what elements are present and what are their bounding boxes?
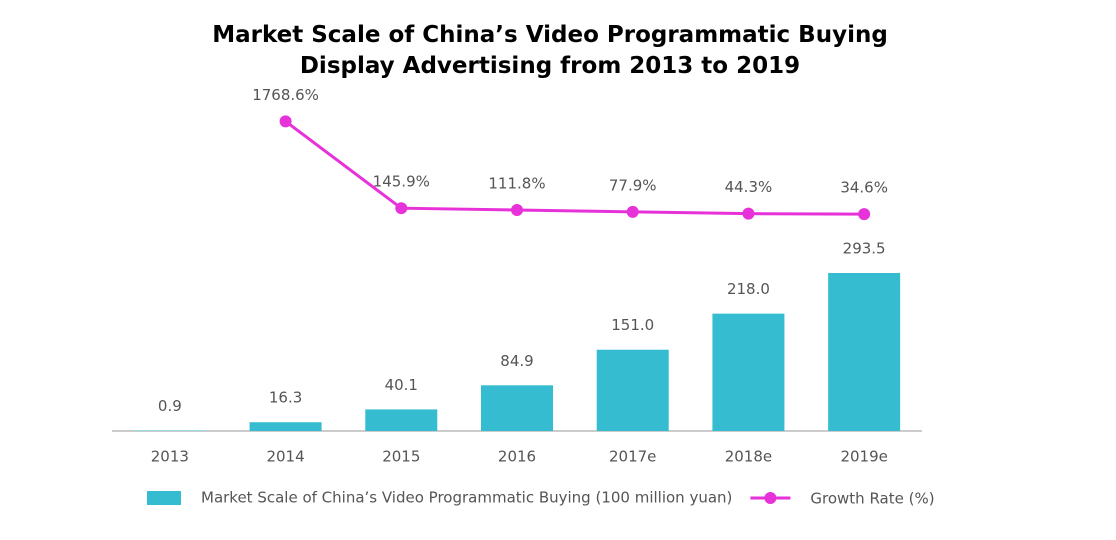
data-label: 77.9% (609, 176, 657, 194)
data-label: 44.3% (725, 178, 773, 196)
line-point (742, 207, 755, 220)
line-point (395, 202, 408, 215)
data-label: 34.6% (840, 179, 888, 197)
bar (712, 313, 785, 431)
x-tick-label: 2014 (266, 448, 304, 466)
data-label: 16.3 (269, 389, 302, 407)
bar (481, 385, 553, 431)
data-label: 151.0 (611, 316, 654, 334)
bar (249, 422, 322, 431)
line-point (511, 204, 523, 217)
data-label: 84.9 (500, 352, 533, 370)
bar (828, 272, 901, 431)
legend-label: Market Scale of China’s Video Programmat… (201, 489, 732, 507)
data-label: 0.9 (158, 397, 182, 415)
x-tick-label: 2013 (151, 448, 189, 466)
bar (596, 349, 669, 431)
bar (365, 409, 438, 431)
x-tick-label: 2017e (609, 448, 656, 466)
x-tick-label: 2015 (382, 448, 420, 466)
chart-title: Market Scale of China’s Video Programmat… (212, 22, 888, 79)
data-label: 145.9% (373, 173, 430, 191)
line-point (626, 205, 639, 218)
data-label: 293.5 (843, 239, 886, 257)
data-label: 40.1 (385, 376, 418, 394)
data-label: 111.8% (488, 175, 545, 193)
line-point (279, 115, 292, 128)
x-tick-label: 2016 (498, 448, 536, 466)
data-label: 1768.6% (252, 86, 319, 104)
data-label: 218.0 (727, 280, 770, 298)
x-tick-label: 2019e (840, 448, 887, 466)
x-tick-label: 2018e (725, 448, 772, 466)
line (284, 120, 865, 216)
legend-label: Growth Rate (%) (810, 490, 934, 508)
legend-swatch (147, 491, 181, 505)
legend-swatch (764, 492, 777, 504)
line-point (858, 208, 871, 221)
